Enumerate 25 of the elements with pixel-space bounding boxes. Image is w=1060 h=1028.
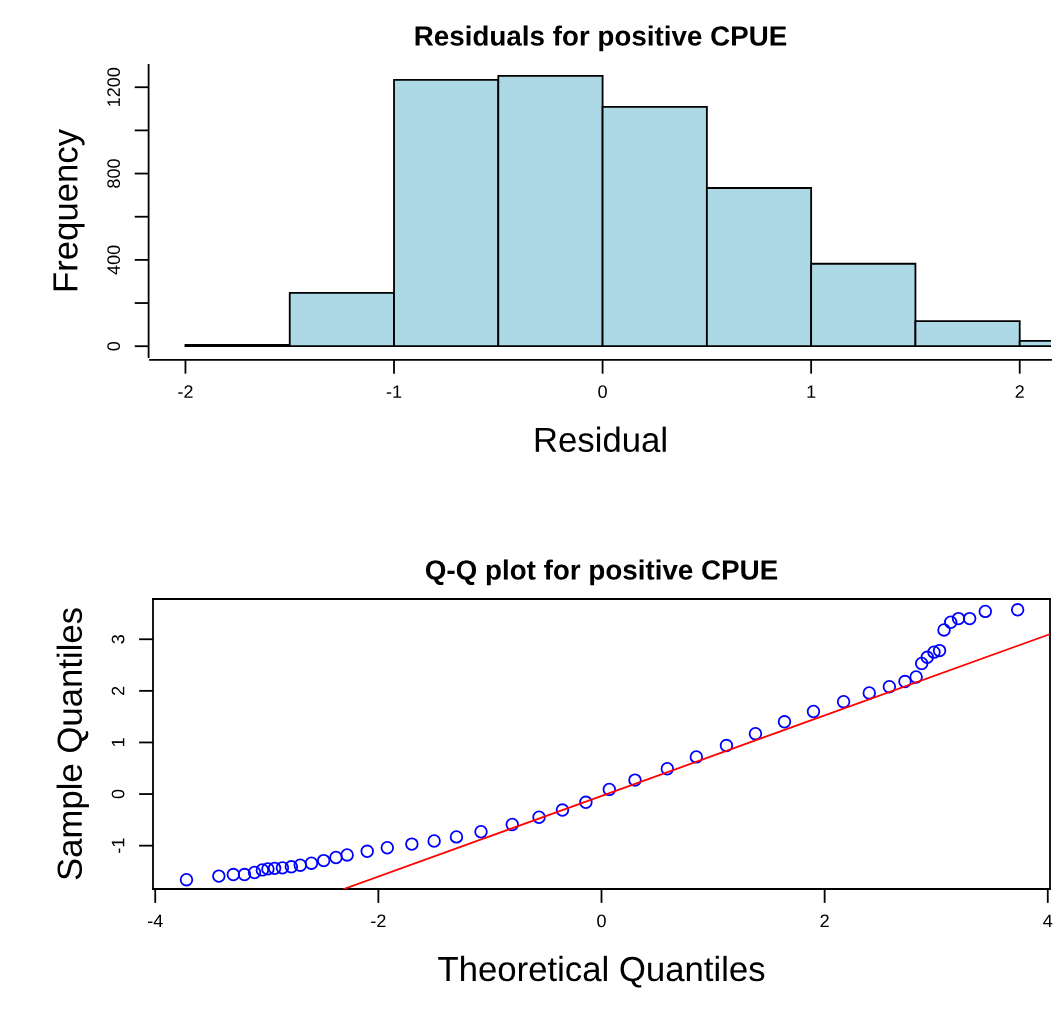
y-tick-label: 3 [111,635,125,644]
x-tick-label: 0 [598,385,607,399]
x-tick-label: 0 [597,914,606,928]
y-tick-label: 2 [111,686,125,695]
x-tick-label: -4 [148,914,163,928]
x-axis-title: Theoretical Quantiles [438,955,765,988]
x-tick-label: -1 [386,385,402,398]
chart-title: Q-Q plot for positive CPUE [425,559,778,586]
x-tick-label: 2 [1015,385,1024,398]
y-axis-title: Frequency [53,129,85,291]
chart-title: Residuals for positive CPUE [415,25,787,52]
x-tick-label: -2 [371,914,386,928]
y-tick-label: 400 [107,245,121,275]
y-axis-title: Sample Quantiles [56,608,89,880]
y-tick-label: 0 [111,789,125,799]
x-tick-label: -2 [178,385,193,398]
y-tick-label: 1 [111,738,125,747]
y-tick-label: 1200 [107,67,121,106]
y-tick-label: 0 [107,341,121,351]
y-tick-label: 800 [107,159,121,188]
x-tick-label: 2 [820,914,829,928]
x-tick-label: 1 [807,385,816,398]
x-axis-title: Residual [535,426,666,453]
y-tick-label: -1 [111,838,125,853]
x-tick-label: 4 [1043,914,1053,928]
